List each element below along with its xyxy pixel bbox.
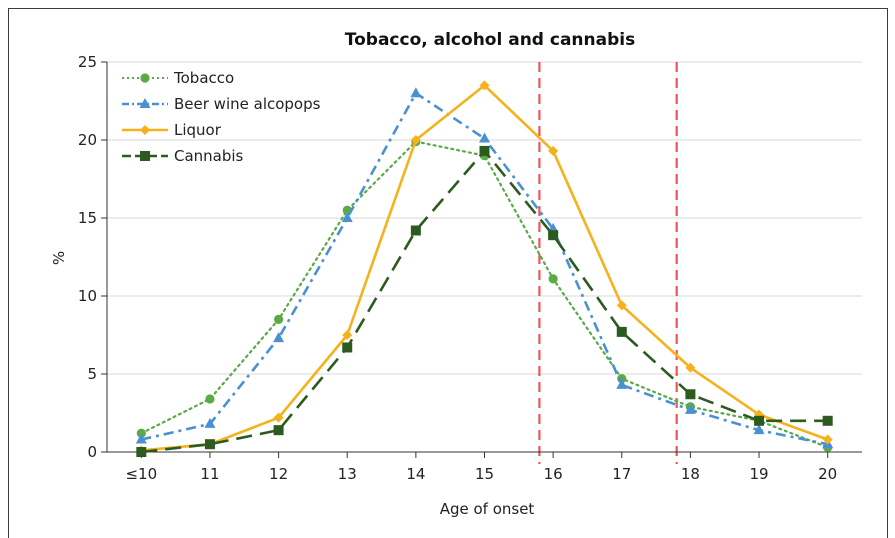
x-tick-label: 13 — [338, 465, 357, 483]
chart-title: Tobacco, alcohol and cannabis — [345, 30, 635, 50]
y-axis-label: % — [50, 251, 68, 265]
y-tick-label: 0 — [87, 443, 97, 461]
data-point-circle — [273, 314, 284, 324]
data-point-square — [410, 225, 421, 236]
series-liquor — [136, 80, 833, 456]
x-tick-label: ≤10 — [125, 465, 157, 483]
data-point-triangle — [135, 433, 147, 444]
legend-label: Liquor — [174, 121, 222, 139]
data-point-triangle — [204, 417, 216, 428]
data-point-square — [204, 439, 215, 450]
legend: Tobacco Beer wine alcopops Liquor Cannabis — [122, 69, 321, 165]
x-tick-label: 12 — [269, 465, 288, 483]
data-point-diamond — [410, 135, 421, 145]
data-point-triangle — [410, 87, 422, 98]
data-point-diamond — [140, 125, 150, 135]
y-tick-label: 15 — [78, 209, 97, 227]
y-tick-label: 10 — [78, 287, 97, 305]
data-point-circle — [205, 394, 215, 404]
data-point-circle — [548, 274, 558, 284]
data-point-triangle — [616, 378, 628, 389]
data-point-square — [136, 447, 147, 457]
legend-label: Tobacco — [173, 69, 234, 87]
x-axis-label: Age of onset — [440, 500, 535, 518]
y-tick-label: 5 — [87, 365, 97, 383]
data-point-square — [548, 230, 559, 241]
legend-item: Liquor — [122, 121, 222, 139]
data-point-square — [685, 389, 696, 400]
data-point-square — [342, 342, 353, 353]
data-point-diamond — [822, 434, 833, 445]
x-tick-label: 20 — [818, 465, 837, 483]
data-point-diamond — [616, 300, 627, 311]
legend-item: Tobacco — [122, 69, 234, 87]
data-point-square — [754, 415, 765, 426]
series-line — [140, 140, 829, 449]
x-tick-label: 17 — [612, 465, 631, 483]
data-point-circle — [140, 73, 150, 83]
y-tick-label: 25 — [78, 53, 97, 71]
axes: 0 5 10 15 20 25 ≤10 11 12 13 14 15 16 17 18 19 20 — [78, 53, 862, 483]
series-tobacco — [136, 136, 833, 452]
series-line — [141, 149, 828, 454]
data-point-square — [273, 425, 284, 436]
series-line — [141, 91, 828, 446]
data-point-triangle — [753, 424, 765, 435]
legend-label: Cannabis — [174, 147, 244, 165]
data-point-square — [822, 415, 833, 426]
data-point-circle — [136, 428, 146, 438]
data-point-triangle — [341, 212, 353, 222]
series-cannabis — [136, 145, 833, 457]
chart-frame — [8, 8, 888, 538]
x-tick-label: 15 — [475, 465, 494, 483]
reference-lines — [538, 62, 678, 464]
legend-label: Beer wine alcopops — [174, 95, 321, 113]
data-point-square — [140, 151, 150, 161]
series-group — [135, 80, 834, 457]
y-tick-label: 20 — [78, 131, 97, 149]
data-point-diamond — [548, 145, 559, 156]
x-tick-label: 14 — [406, 465, 425, 483]
data-point-diamond — [685, 362, 696, 373]
legend-item: Beer wine alcopops — [122, 95, 321, 113]
data-point-triangle — [479, 132, 490, 143]
data-point-diamond — [342, 330, 353, 340]
x-tick-label: 16 — [544, 465, 563, 483]
x-tick-label: 18 — [681, 465, 700, 483]
x-tick-label: 19 — [749, 465, 768, 483]
data-point-triangle — [273, 332, 285, 343]
data-point-square — [479, 145, 490, 156]
legend-item: Cannabis — [122, 147, 244, 165]
data-point-triangle — [139, 98, 151, 108]
data-point-diamond — [273, 412, 284, 423]
x-tick-label: 11 — [200, 465, 219, 483]
data-point-diamond — [479, 80, 490, 91]
data-point-triangle — [684, 403, 696, 414]
data-point-square — [616, 326, 627, 337]
